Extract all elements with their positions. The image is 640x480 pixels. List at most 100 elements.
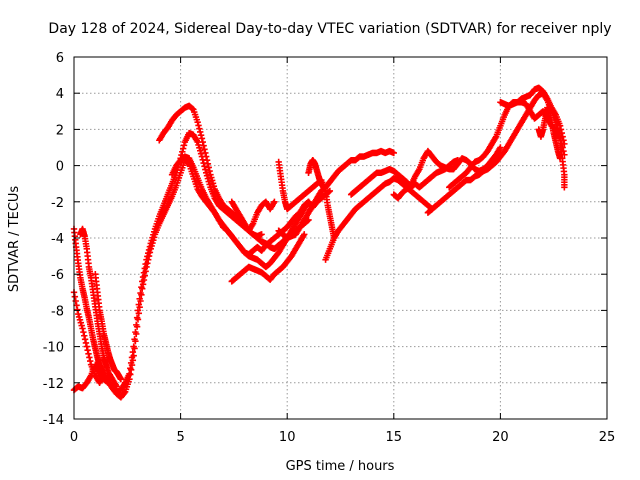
y-tick-label: -6	[51, 268, 64, 283]
data-point	[136, 295, 143, 303]
data-point	[497, 144, 504, 151]
data-point	[80, 328, 87, 336]
data-point	[126, 370, 133, 377]
data-point	[127, 365, 134, 372]
y-tick-label: 0	[56, 160, 64, 175]
y-tick-label: -8	[51, 304, 64, 319]
series-track-f	[156, 102, 265, 240]
data-point	[556, 122, 564, 129]
data-series	[70, 84, 568, 401]
data-point	[206, 167, 213, 175]
data-point	[127, 359, 135, 367]
data-point	[198, 135, 206, 142]
data-point	[390, 149, 397, 157]
y-tick-label: 6	[56, 51, 64, 66]
data-point	[121, 389, 128, 397]
series-track-s	[535, 104, 564, 162]
data-point	[81, 332, 88, 339]
data-point	[196, 125, 203, 132]
x-tick-label: 10	[279, 430, 296, 445]
data-point	[180, 142, 188, 149]
data-point	[84, 347, 91, 354]
data-point	[197, 128, 204, 136]
data-point	[71, 293, 79, 300]
data-point	[203, 156, 211, 164]
data-point	[87, 357, 94, 365]
y-tick-label: -4	[51, 232, 64, 247]
data-point	[201, 146, 208, 153]
data-point	[86, 354, 93, 361]
data-point	[320, 184, 327, 191]
data-point	[117, 375, 125, 383]
y-tick-label: -14	[43, 413, 64, 428]
data-point	[130, 343, 137, 350]
data-point	[145, 246, 153, 254]
data-point	[199, 138, 206, 146]
data-point	[258, 231, 265, 238]
data-point	[144, 250, 152, 257]
series-track-q	[446, 84, 568, 191]
data-point	[134, 307, 142, 314]
series-track-h	[228, 198, 278, 234]
data-point	[146, 243, 154, 250]
series-track-c	[70, 225, 112, 386]
chart-title: Day 128 of 2024, Sidereal Day-to-day VTE…	[48, 21, 611, 37]
series-track-l	[305, 156, 327, 191]
data-point	[561, 184, 568, 191]
data-point	[132, 328, 139, 336]
data-point	[139, 273, 147, 281]
data-point	[200, 142, 207, 149]
series-track-m	[322, 175, 436, 263]
y-axis-label: SDTVAR / TECUs	[7, 186, 22, 293]
x-axis-label: GPS time / hours	[286, 459, 395, 474]
data-point	[201, 163, 208, 170]
data-point	[140, 269, 148, 276]
data-point	[301, 231, 308, 238]
data-point	[79, 325, 86, 332]
x-tick-label: 0	[70, 430, 78, 445]
data-point	[83, 343, 90, 350]
data-point	[104, 379, 112, 386]
data-point	[133, 314, 141, 321]
data-point	[72, 297, 79, 305]
data-point	[139, 278, 146, 285]
data-point	[128, 354, 136, 361]
data-point	[74, 306, 81, 313]
data-point	[135, 301, 143, 308]
y-tick-label: -12	[43, 377, 64, 392]
data-point	[204, 160, 212, 167]
data-point	[113, 383, 120, 390]
y-tick-label: 4	[56, 87, 64, 102]
data-point	[131, 336, 138, 343]
x-tick-label: 5	[176, 430, 184, 445]
data-point	[141, 265, 148, 272]
data-point	[202, 166, 209, 173]
x-tick-label: 15	[386, 430, 403, 445]
axis-ticks: 0 5 10 15 20 25 -14 -12 -10 -8 -6 -4 -2 0 2 4 6	[43, 51, 616, 445]
data-point	[556, 155, 564, 162]
data-point	[205, 164, 212, 171]
data-point	[85, 350, 92, 358]
series-track-o	[390, 144, 504, 202]
data-point	[133, 321, 140, 329]
y-tick-label: -2	[51, 196, 64, 211]
data-point	[144, 253, 151, 260]
data-point	[82, 339, 90, 347]
data-point	[195, 122, 202, 129]
series-track-g	[168, 153, 312, 271]
data-point	[137, 289, 144, 297]
data-point	[129, 348, 137, 356]
data-point	[179, 148, 186, 156]
data-point	[305, 198, 312, 205]
data-point	[138, 284, 145, 291]
data-point	[81, 336, 89, 343]
data-point	[202, 153, 210, 160]
y-tick-label: -10	[43, 341, 64, 356]
x-tick-label: 25	[599, 430, 616, 445]
data-point	[142, 260, 149, 268]
data-point	[194, 118, 201, 126]
series-track-i	[228, 231, 308, 285]
data-point	[271, 198, 278, 205]
x-tick-label: 20	[492, 430, 509, 445]
